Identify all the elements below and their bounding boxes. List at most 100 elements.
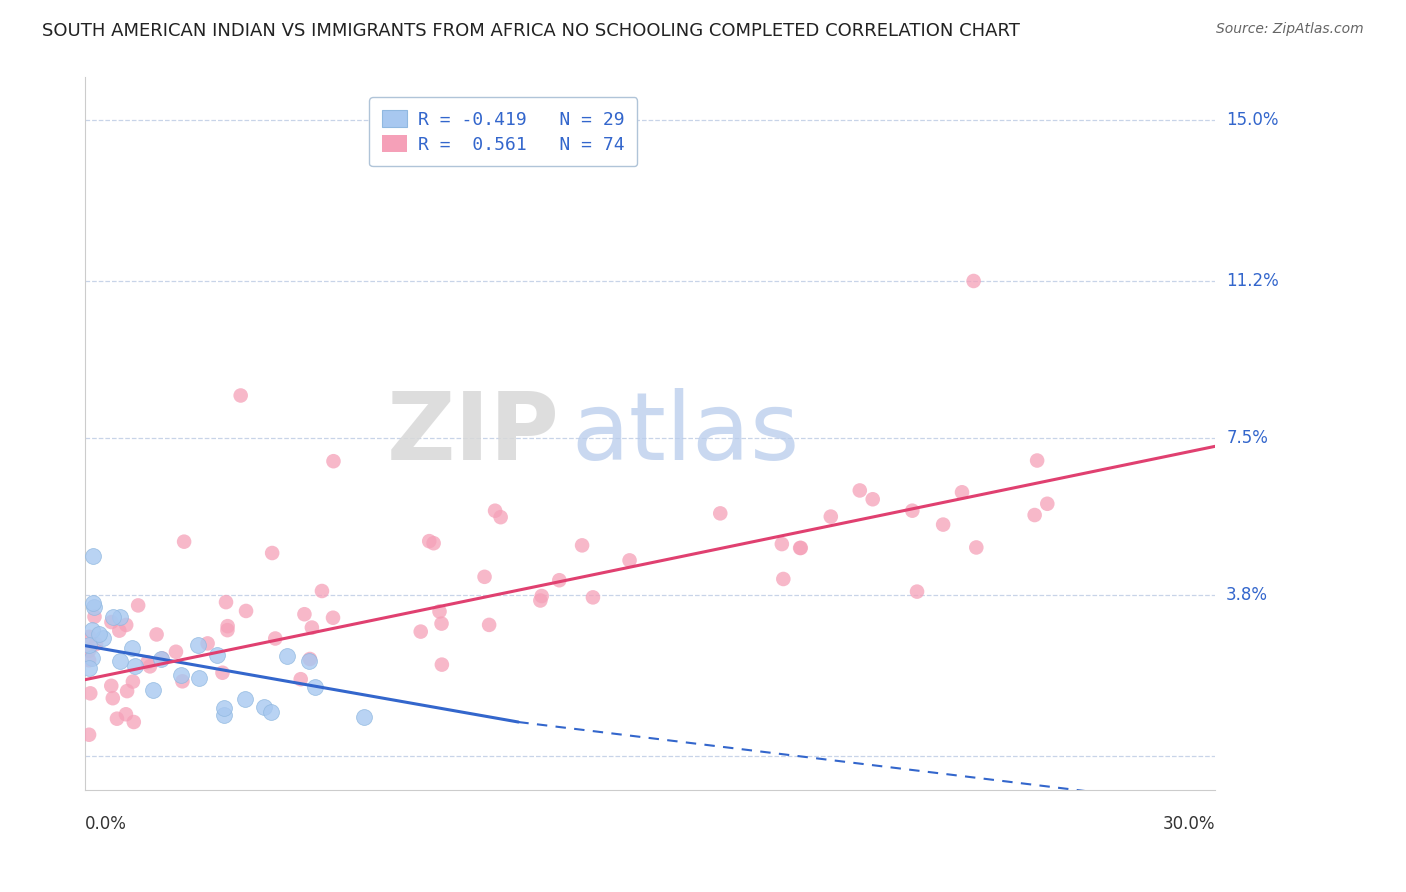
Text: Source: ZipAtlas.com: Source: ZipAtlas.com	[1216, 22, 1364, 37]
Point	[214, 701, 236, 715]
Point	[770, 537, 793, 551]
Point	[1026, 453, 1049, 467]
Point	[84, 637, 107, 651]
Point	[115, 707, 138, 722]
Point	[950, 485, 973, 500]
Point	[100, 615, 122, 629]
Point	[217, 619, 239, 633]
Point	[205, 648, 228, 663]
Point	[430, 657, 453, 672]
Point	[311, 584, 333, 599]
Point	[264, 632, 287, 646]
Point	[789, 541, 811, 555]
Point	[229, 388, 252, 402]
Point	[103, 610, 125, 624]
Point	[108, 654, 131, 668]
Point	[172, 674, 194, 689]
Point	[301, 621, 323, 635]
Point	[139, 659, 162, 673]
Point	[77, 630, 100, 644]
Point	[197, 636, 219, 650]
Point	[77, 643, 100, 657]
Point	[409, 624, 432, 639]
Point	[932, 517, 955, 532]
Point	[276, 649, 298, 664]
Point	[965, 541, 987, 555]
Point	[298, 652, 321, 666]
Point	[79, 686, 101, 700]
Text: 30.0%: 30.0%	[1163, 815, 1215, 833]
Point	[478, 618, 501, 632]
Point	[262, 546, 284, 560]
Point	[529, 593, 551, 607]
Point	[122, 674, 145, 689]
Text: 7.5%: 7.5%	[1226, 429, 1268, 447]
Point	[571, 538, 593, 552]
Point	[298, 654, 321, 668]
Point	[215, 595, 238, 609]
Point	[100, 679, 122, 693]
Point	[80, 650, 103, 665]
Point	[101, 691, 124, 706]
Point	[211, 665, 233, 680]
Point	[80, 623, 103, 637]
Point	[772, 572, 794, 586]
Point	[322, 454, 344, 468]
Point	[136, 655, 159, 669]
Point	[290, 672, 312, 686]
Point	[862, 492, 884, 507]
Point	[235, 604, 257, 618]
Point	[530, 589, 553, 603]
Point	[165, 645, 187, 659]
Point	[353, 710, 375, 724]
Point	[77, 653, 100, 667]
Point	[259, 706, 281, 720]
Point	[962, 274, 984, 288]
Point	[187, 638, 209, 652]
Point	[484, 504, 506, 518]
Point	[253, 700, 276, 714]
Point	[619, 553, 641, 567]
Point	[187, 671, 209, 685]
Point	[82, 549, 104, 564]
Point	[121, 640, 143, 655]
Point	[901, 504, 924, 518]
Point	[83, 609, 105, 624]
Point	[127, 599, 149, 613]
Point	[820, 509, 842, 524]
Point	[77, 661, 100, 675]
Point	[212, 708, 235, 723]
Point	[905, 584, 928, 599]
Point	[1036, 497, 1059, 511]
Point	[108, 610, 131, 624]
Point	[142, 682, 165, 697]
Point	[422, 536, 444, 550]
Point	[474, 570, 496, 584]
Text: 3.8%: 3.8%	[1226, 586, 1268, 604]
Point	[122, 714, 145, 729]
Point	[145, 627, 167, 641]
Point	[790, 541, 813, 555]
Point	[173, 534, 195, 549]
Point	[83, 599, 105, 614]
Point	[582, 591, 605, 605]
Point	[430, 616, 453, 631]
Point	[77, 638, 100, 652]
Point	[87, 627, 110, 641]
Point	[709, 507, 731, 521]
Point	[233, 692, 256, 706]
Point	[170, 667, 193, 681]
Point	[150, 652, 173, 666]
Point	[1024, 508, 1046, 522]
Text: 11.2%: 11.2%	[1226, 272, 1279, 290]
Text: atlas: atlas	[571, 388, 799, 480]
Text: 15.0%: 15.0%	[1226, 111, 1278, 128]
Point	[108, 624, 131, 638]
Point	[91, 631, 114, 645]
Legend: R = -0.419   N = 29, R =  0.561   N = 74: R = -0.419 N = 29, R = 0.561 N = 74	[370, 97, 637, 167]
Text: 0.0%: 0.0%	[86, 815, 127, 833]
Text: SOUTH AMERICAN INDIAN VS IMMIGRANTS FROM AFRICA NO SCHOOLING COMPLETED CORRELATI: SOUTH AMERICAN INDIAN VS IMMIGRANTS FROM…	[42, 22, 1021, 40]
Point	[429, 605, 451, 619]
Point	[849, 483, 872, 498]
Point	[115, 618, 138, 632]
